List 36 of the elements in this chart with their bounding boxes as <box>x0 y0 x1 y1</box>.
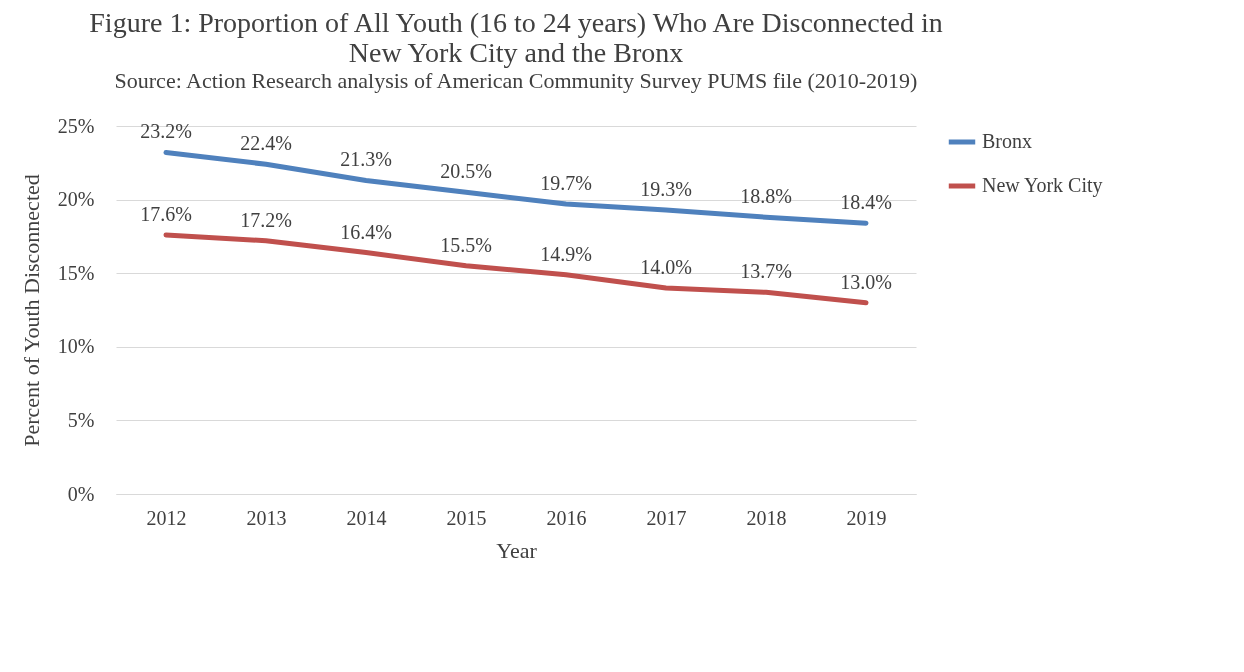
data-label: 18.8% <box>740 185 792 208</box>
x-tick-label: 2016 <box>546 506 587 529</box>
data-label: 16.4% <box>340 220 392 243</box>
data-label: 13.7% <box>740 260 792 283</box>
chart-subtitle: Source: Action Research analysis of American Community Survey PUMS file (2010-2019) <box>114 68 918 93</box>
x-tick-label: 2018 <box>746 506 787 529</box>
data-label: 21.3% <box>340 148 392 171</box>
y-tick-label: 5% <box>67 408 95 431</box>
x-tick-label: 2012 <box>146 506 187 529</box>
data-label: 13.0% <box>840 270 892 293</box>
data-label: 20.5% <box>440 160 492 183</box>
data-label: 17.6% <box>140 202 192 225</box>
legend-label: Bronx <box>982 130 1032 152</box>
data-label: 17.2% <box>240 208 292 231</box>
y-tick-label: 20% <box>57 188 95 211</box>
x-tick-label: 2017 <box>646 506 687 529</box>
y-tick-label: 0% <box>67 482 95 505</box>
data-label: 23.2% <box>140 120 192 143</box>
chart-title: Figure 1: Proportion of All Youth (16 to 24 years) Who Are Disconnected in New York City and the Bronx <box>89 7 943 68</box>
x-tick-label: 2019 <box>846 506 887 529</box>
x-tick-label: 2014 <box>346 506 387 529</box>
data-label: 19.7% <box>540 172 592 195</box>
data-label: 14.9% <box>540 242 592 265</box>
y-axis-title: Percent of Youth Disconnected <box>18 174 44 447</box>
legend-label: New York City <box>982 174 1103 197</box>
data-label: 22.4% <box>240 132 292 155</box>
x-tick-label: 2013 <box>246 506 287 529</box>
y-tick-label: 10% <box>57 335 95 358</box>
data-label: 14.0% <box>640 255 692 278</box>
x-axis-title: Year <box>496 537 538 563</box>
data-label: 15.5% <box>440 233 492 256</box>
y-tick-label: 15% <box>57 261 95 284</box>
x-tick-label: 2015 <box>446 506 487 529</box>
data-label: 18.4% <box>840 191 892 214</box>
data-label: 19.3% <box>640 177 692 200</box>
y-tick-label: 25% <box>57 114 95 137</box>
